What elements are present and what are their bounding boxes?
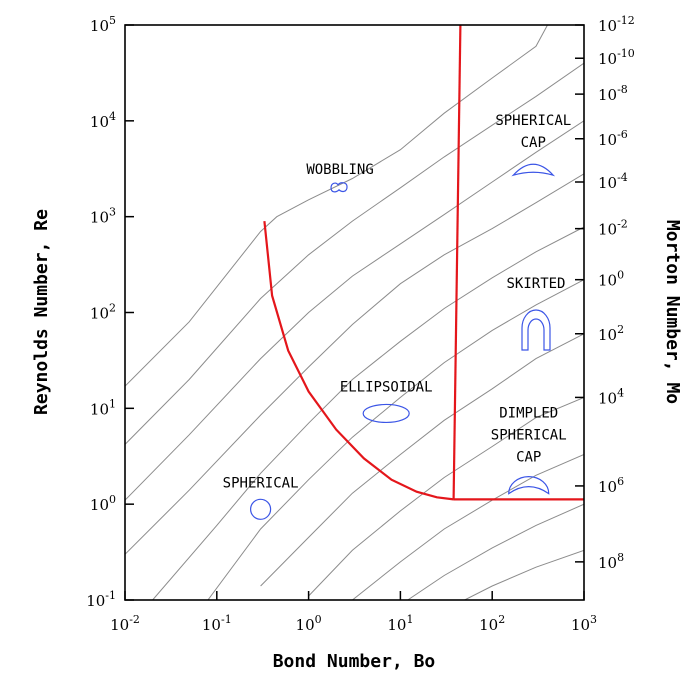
mo-tick-label: 108 <box>598 551 624 572</box>
morton-curve-8 <box>352 454 584 600</box>
y2-axis-title: Morton Number, Mo <box>662 220 683 404</box>
regime-boundary-1 <box>452 25 462 500</box>
mo-tick-label: 10-4 <box>598 171 628 192</box>
regime-cap: SPHERICAL CAP <box>495 113 571 177</box>
morton-curve-2 <box>125 120 584 501</box>
regime-dimpled: DIMPLED SPHERICAL CAP <box>491 406 567 495</box>
mo-tick-label: 10-10 <box>598 47 635 68</box>
regime-label: CAP <box>516 450 541 466</box>
morton-curve-1 <box>125 62 584 445</box>
mo-tick-label: 102 <box>598 323 624 344</box>
morton-curve-9 <box>407 503 584 600</box>
morton-curve-10 <box>464 549 584 600</box>
y-axis-ticks: 10-1 100 101 102 103 104 105 <box>86 14 134 610</box>
y-tick-label: 105 <box>90 14 116 35</box>
regime-label: SPHERICAL <box>495 113 571 129</box>
morton-axis-ticks: 10-12 10-10 10-8 10-6 10-4 10-2 100 102 104 106 10… <box>575 14 635 572</box>
morton-curve-5 <box>207 279 584 600</box>
regime-label: SPHERICAL <box>491 428 567 444</box>
mo-tick-label: 100 <box>598 269 624 290</box>
regime-label: DIMPLED <box>499 406 558 422</box>
morton-curve-0 <box>125 25 548 387</box>
x-tick-label: 10-1 <box>202 613 232 634</box>
y-tick-label: 103 <box>90 206 116 227</box>
dimpled-cap-bubble-icon <box>508 476 550 495</box>
plot-frame <box>124 24 585 601</box>
regime-label: CAP <box>521 135 546 151</box>
x-tick-label: 102 <box>479 613 505 634</box>
sphere-bubble-icon <box>249 498 272 520</box>
y-tick-label: 100 <box>90 493 116 514</box>
regime-label: ELLIPSOIDAL <box>340 379 433 395</box>
x-axis-ticks: 10-2 10-1 100 101 102 103 <box>110 591 597 634</box>
regime-boundaries <box>263 25 584 501</box>
regime-skirted: SKIRTED <box>506 276 566 351</box>
skirted-bubble-icon <box>521 309 551 351</box>
y-tick-label: 10-1 <box>86 589 116 610</box>
x-tick-label: 100 <box>296 613 322 634</box>
y-tick-label: 101 <box>90 397 116 418</box>
mo-tick-label: 10-2 <box>598 218 628 239</box>
x-tick-label: 101 <box>387 613 413 634</box>
x-tick-label: 103 <box>571 613 597 634</box>
mo-tick-label: 10-12 <box>598 14 635 35</box>
regime-label: WOBBLING <box>306 162 373 178</box>
regime-wobble: WOBBLING <box>306 162 374 193</box>
mo-tick-label: 10-8 <box>598 83 628 104</box>
mo-tick-label: 106 <box>598 475 624 496</box>
morton-curve-4 <box>152 226 584 600</box>
regime-label: SKIRTED <box>506 276 565 292</box>
morton-curve-3 <box>125 173 584 555</box>
regime-label: SPHERICAL <box>223 475 299 491</box>
y-axis-title: Reynolds Number, Re <box>31 209 52 415</box>
regime-sphere: SPHERICAL <box>223 475 299 520</box>
morton-curve-6 <box>260 333 584 587</box>
mo-tick-label: 10-6 <box>598 128 628 149</box>
regime-boundary-0 <box>263 220 454 501</box>
y-tick-label: 104 <box>90 110 116 131</box>
x-axis-title: Bond Number, Bo <box>273 651 436 672</box>
regime-ellipsoid: ELLIPSOIDAL <box>340 379 433 424</box>
regime-labels: SPHERICAL ELLIPSOIDAL WOBBLING SPHERICAL CAP… <box>223 113 571 520</box>
y-tick-label: 102 <box>90 302 116 323</box>
mo-tick-label: 104 <box>598 386 624 407</box>
x-tick-label: 10-2 <box>110 613 140 634</box>
morton-curve-7 <box>308 396 584 597</box>
ellipsoid-bubble-icon <box>362 403 410 424</box>
morton-curves <box>125 25 584 600</box>
wobbling-bubble-icon <box>330 182 348 193</box>
spherical-cap-bubble-icon <box>511 163 556 177</box>
